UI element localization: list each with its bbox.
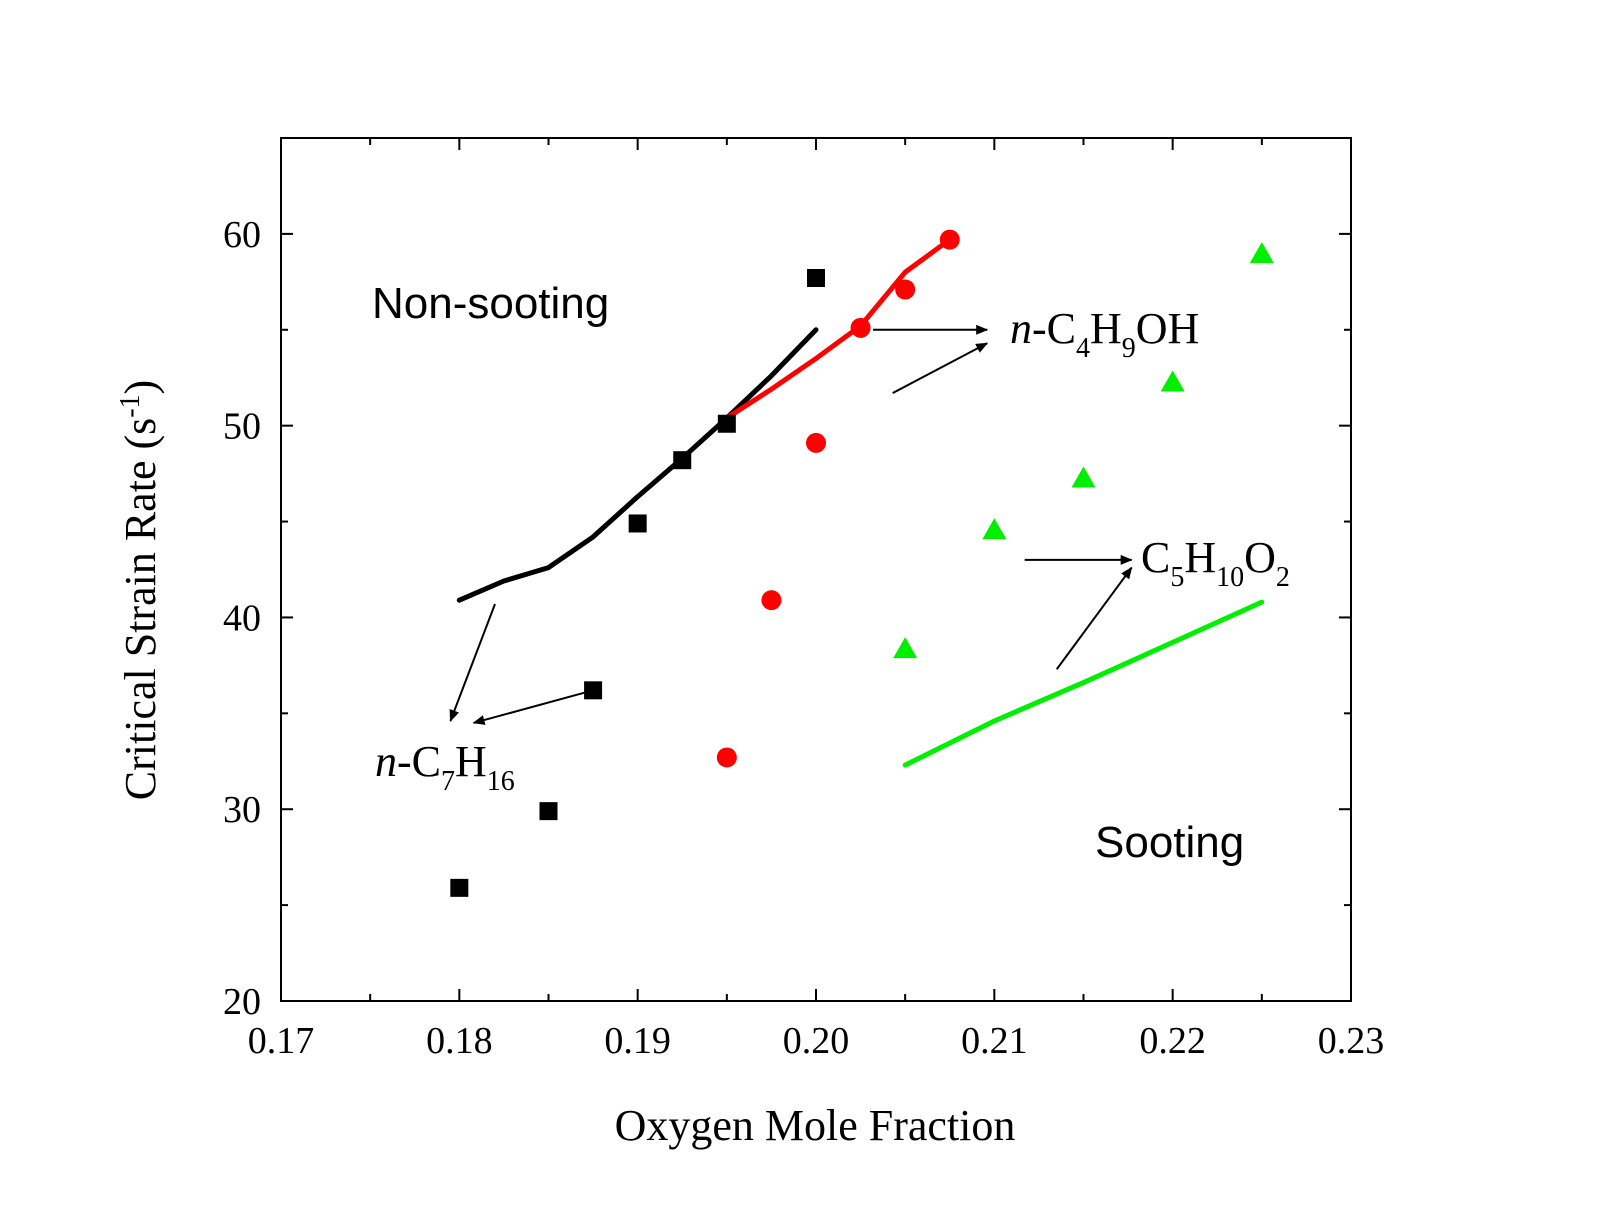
label-non-sooting: Non-sooting <box>372 279 609 328</box>
heptane-line <box>456 327 819 603</box>
label-butanol-part: H <box>1090 304 1122 353</box>
ester-line <box>902 599 1265 768</box>
heptane-arrow <box>472 689 594 725</box>
x-tick-label: 0.18 <box>426 1020 493 1062</box>
heptane-point <box>628 514 647 533</box>
label-ester-part: C <box>1141 533 1170 582</box>
label-butanol-italic: n <box>1010 304 1032 353</box>
y-tick-label: 50 <box>223 406 261 448</box>
label-ester-part: O <box>1244 533 1276 582</box>
y-axis-title-sup: -1 <box>115 394 146 417</box>
label-ester: C5H10O2 <box>1141 533 1290 593</box>
heptane-arrow <box>449 603 496 722</box>
x-tick-label: 0.20 <box>783 1020 850 1062</box>
x-axis-ticks: 0.17 0.18 0.19 0.20 0.21 0.22 0.23 <box>248 138 1385 1062</box>
label-ester-sub: 10 <box>1216 562 1244 593</box>
label-heptane: n-C7H16 <box>375 737 515 797</box>
y-tick-label: 20 <box>223 981 261 1023</box>
butanol-point <box>850 317 871 338</box>
x-tick-label: 0.17 <box>248 1020 315 1062</box>
butanol-line <box>724 237 953 421</box>
label-ester-sub: 2 <box>1276 562 1290 593</box>
butanol-point <box>761 590 782 611</box>
label-butanol: n-C4H9OH <box>1010 304 1199 364</box>
ester-point <box>1071 466 1096 488</box>
ester-point <box>982 518 1007 540</box>
butanol-point <box>716 747 737 768</box>
x-axis-title: Oxygen Mole Fraction <box>615 1101 1016 1150</box>
ester-point <box>893 637 918 659</box>
label-sooting: Sooting <box>1095 818 1244 867</box>
label-heptane-part: -C <box>397 737 441 786</box>
label-heptane-sub: 7 <box>441 766 455 797</box>
heptane-point <box>673 451 692 470</box>
butanol-point <box>806 432 826 453</box>
y-axis-title-close: ) <box>116 380 165 395</box>
label-butanol-part: -C <box>1032 304 1076 353</box>
ester-point <box>1249 242 1274 264</box>
y-axis-ticks: 20 30 40 50 60 <box>223 214 1351 1023</box>
label-ester-sub: 5 <box>1170 562 1184 593</box>
x-tick-label: 0.22 <box>1139 1020 1206 1062</box>
heptane-point <box>450 878 469 897</box>
heptane-point <box>807 268 825 287</box>
label-butanol-sub: 9 <box>1122 333 1136 364</box>
y-tick-label: 60 <box>223 214 261 256</box>
heptane-point <box>717 414 736 433</box>
butanol-point <box>895 279 916 300</box>
label-heptane-part: H <box>455 737 487 786</box>
ester-point <box>1160 370 1185 392</box>
butanol-arrow <box>892 342 989 394</box>
x-tick-label: 0.19 <box>604 1020 671 1062</box>
label-heptane-italic: n <box>375 737 397 786</box>
fit-lines <box>456 237 1265 768</box>
y-tick-label: 30 <box>223 789 261 831</box>
y-axis-title-main: Critical Strain Rate (s <box>116 418 165 800</box>
label-butanol-part: OH <box>1136 304 1200 353</box>
butanol-point <box>939 229 960 250</box>
label-ester-part: H <box>1184 533 1216 582</box>
heptane-point <box>539 802 558 821</box>
ester-arrow <box>1055 566 1133 670</box>
x-tick-label: 0.21 <box>961 1020 1028 1062</box>
x-tick-label: 0.23 <box>1318 1020 1385 1062</box>
annotation-arrows <box>449 324 1133 725</box>
label-heptane-sub: 16 <box>487 766 515 797</box>
data-points <box>450 229 1274 897</box>
y-axis-title: Critical Strain Rate (s-1) <box>115 380 165 800</box>
y-tick-label: 40 <box>223 597 261 639</box>
label-butanol-sub: 4 <box>1076 333 1090 364</box>
